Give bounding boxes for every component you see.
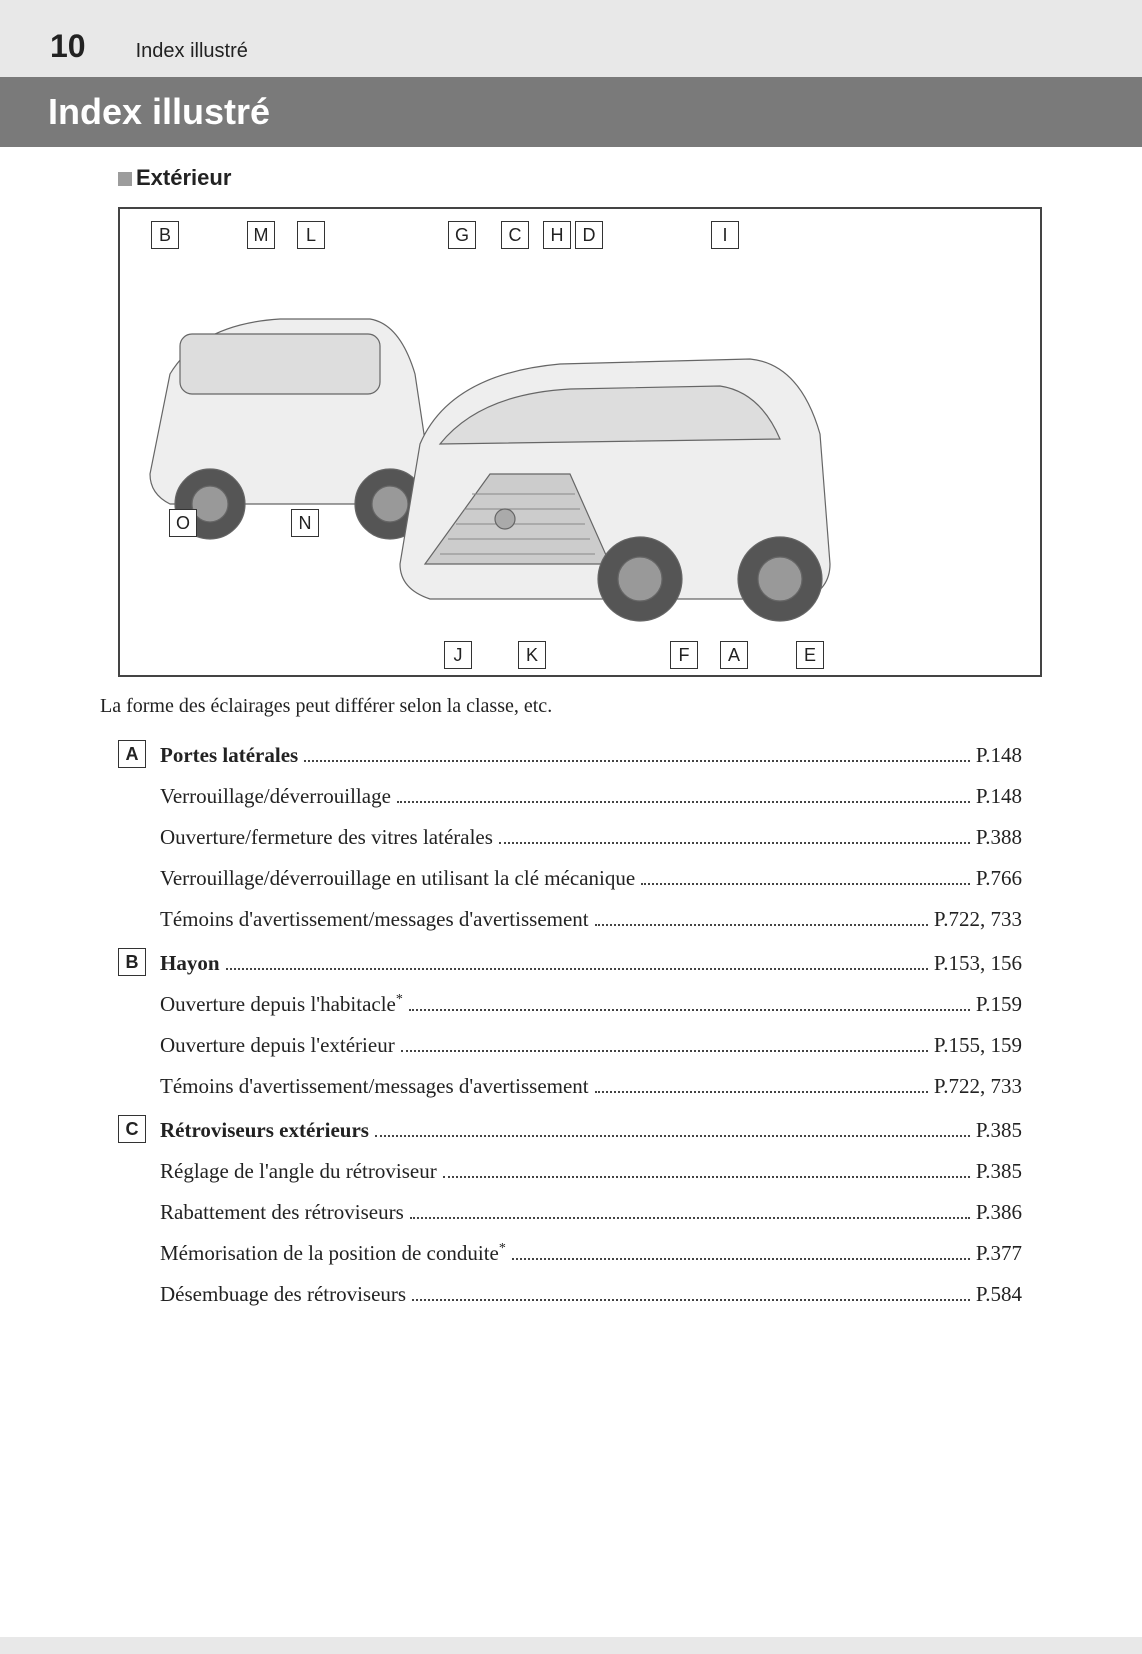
vehicle-illustration bbox=[140, 264, 840, 624]
chapter-title: Index illustré bbox=[0, 77, 1142, 147]
page-ref[interactable]: P.148 bbox=[976, 784, 1022, 809]
page-ref[interactable]: P.153, 156 bbox=[934, 951, 1022, 976]
index-head-row: A Portes latérales P.148 bbox=[118, 740, 1022, 768]
vehicle-diagram: B ML GCHD I O N J K FA E bbox=[118, 207, 1042, 677]
index-item-row: Témoins d'avertissement/messages d'avert… bbox=[118, 1074, 1022, 1099]
index-head-row: B Hayon P.153, 156 bbox=[118, 948, 1022, 976]
page-ref[interactable]: P.722, 733 bbox=[934, 907, 1022, 932]
index-item-row: Mémorisation de la position de conduite*… bbox=[118, 1241, 1022, 1266]
diagram-caption: La forme des éclairages peut différer se… bbox=[100, 695, 1082, 718]
leader-dots bbox=[375, 1135, 970, 1137]
index-list: APortes latéralesP.148Verrouillage/déver… bbox=[118, 740, 1022, 1307]
leader-dots bbox=[412, 1299, 970, 1301]
index-item-label: Ouverture depuis l'extérieur bbox=[160, 1033, 395, 1058]
index-head-label: Hayon bbox=[160, 951, 220, 976]
index-item-label: Rabattement des rétroviseurs bbox=[160, 1200, 404, 1225]
index-item-label: Réglage de l'angle du rétroviseur bbox=[160, 1159, 437, 1184]
callout-o: O bbox=[169, 509, 197, 537]
letter-box: C bbox=[118, 1115, 146, 1143]
leader-dots bbox=[401, 1050, 928, 1052]
page-ref[interactable]: P.766 bbox=[976, 866, 1022, 891]
callout-e: E bbox=[796, 641, 824, 669]
index-item-row: Ouverture depuis l'extérieur P.155, 159 bbox=[118, 1033, 1022, 1058]
page-number: 10 bbox=[50, 28, 86, 65]
index-item-label: Témoins d'avertissement/messages d'avert… bbox=[160, 1074, 589, 1099]
leader-dots bbox=[595, 1091, 928, 1093]
section-label: Extérieur bbox=[118, 165, 1082, 191]
leader-dots bbox=[397, 801, 970, 803]
index-item-label: Mémorisation de la position de conduite* bbox=[160, 1241, 506, 1266]
letter-box: B bbox=[118, 948, 146, 976]
callout-d: D bbox=[575, 221, 603, 249]
square-bullet-icon bbox=[118, 172, 132, 186]
leader-dots bbox=[226, 968, 928, 970]
index-group-a: APortes latéralesP.148Verrouillage/déver… bbox=[118, 740, 1022, 932]
index-item-row: Désembuage des rétroviseurs P.584 bbox=[118, 1282, 1022, 1307]
index-item-row: Verrouillage/déverrouillage P.148 bbox=[118, 784, 1022, 809]
callout-c: C bbox=[501, 221, 529, 249]
index-head-row: C Rétroviseurs extérieurs P.385 bbox=[118, 1115, 1022, 1143]
callout-h: H bbox=[543, 221, 571, 249]
leader-dots bbox=[410, 1217, 970, 1219]
index-item-row: Réglage de l'angle du rétroviseur P.385 bbox=[118, 1159, 1022, 1184]
callout-b: B bbox=[151, 221, 179, 249]
index-item-label: Ouverture/fermeture des vitres latérales bbox=[160, 825, 493, 850]
index-item-row: Rabattement des rétroviseurs P.386 bbox=[118, 1200, 1022, 1225]
section-label-text: Extérieur bbox=[136, 165, 231, 190]
index-item-label: Verrouillage/déverrouillage en utilisant… bbox=[160, 866, 635, 891]
footnote-marker: * bbox=[396, 992, 403, 1007]
leader-dots bbox=[512, 1258, 970, 1260]
index-item-label: Ouverture depuis l'habitacle* bbox=[160, 992, 403, 1017]
index-item-row: Témoins d'avertissement/messages d'avert… bbox=[118, 907, 1022, 932]
callout-g: G bbox=[448, 221, 476, 249]
index-item-row: Verrouillage/déverrouillage en utilisant… bbox=[118, 866, 1022, 891]
index-item-label: Témoins d'avertissement/messages d'avert… bbox=[160, 907, 589, 932]
leader-dots bbox=[304, 760, 970, 762]
page-ref[interactable]: P.388 bbox=[976, 825, 1022, 850]
running-title: Index illustré bbox=[136, 40, 248, 63]
letter-box: A bbox=[118, 740, 146, 768]
page-ref[interactable]: P.155, 159 bbox=[934, 1033, 1022, 1058]
index-item-label: Verrouillage/déverrouillage bbox=[160, 784, 391, 809]
callout-i: I bbox=[711, 221, 739, 249]
leader-dots bbox=[641, 883, 970, 885]
page-ref[interactable]: P.386 bbox=[976, 1200, 1022, 1225]
callout-j: J bbox=[444, 641, 472, 669]
index-item-label: Désembuage des rétroviseurs bbox=[160, 1282, 406, 1307]
index-item-row: Ouverture depuis l'habitacle* P.159 bbox=[118, 992, 1022, 1017]
index-item-row: Ouverture/fermeture des vitres latérales… bbox=[118, 825, 1022, 850]
page-ref[interactable]: P.159 bbox=[976, 992, 1022, 1017]
page-ref[interactable]: P.722, 733 bbox=[934, 1074, 1022, 1099]
page-ref[interactable]: P.377 bbox=[976, 1241, 1022, 1266]
leader-dots bbox=[443, 1176, 970, 1178]
page-ref[interactable]: P.385 bbox=[976, 1118, 1022, 1143]
page-header: 10 Index illustré bbox=[0, 0, 1142, 77]
index-head-label: Rétroviseurs extérieurs bbox=[160, 1118, 369, 1143]
callout-m: M bbox=[247, 221, 275, 249]
leader-dots bbox=[595, 924, 928, 926]
leader-dots bbox=[499, 842, 970, 844]
callout-k: K bbox=[518, 641, 546, 669]
callout-n: N bbox=[291, 509, 319, 537]
page-ref[interactable]: P.148 bbox=[976, 743, 1022, 768]
index-group-b: B Hayon P.153, 156 Ouverture depuis l'habit… bbox=[118, 948, 1022, 1099]
index-head-label: Portes latérales bbox=[160, 743, 298, 768]
index-group-c: CRétroviseurs extérieursP.385Réglage de … bbox=[118, 1115, 1022, 1307]
page-ref[interactable]: P.584 bbox=[976, 1282, 1022, 1307]
callout-f: F bbox=[670, 641, 698, 669]
page-ref[interactable]: P.385 bbox=[976, 1159, 1022, 1184]
callout-l: L bbox=[297, 221, 325, 249]
page-content: Index illustré Extérieur bbox=[0, 77, 1142, 1637]
leader-dots bbox=[409, 1009, 970, 1011]
callout-a: A bbox=[720, 641, 748, 669]
footnote-marker: * bbox=[499, 1241, 506, 1256]
